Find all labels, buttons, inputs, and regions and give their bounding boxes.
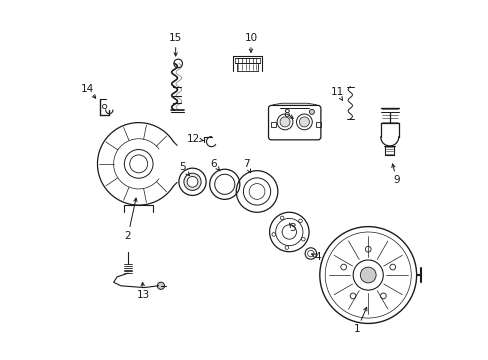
Text: 15: 15 [169,33,182,43]
Text: 10: 10 [244,33,257,43]
Circle shape [298,219,302,222]
Text: 3: 3 [289,224,296,233]
Circle shape [389,264,395,270]
Text: 14: 14 [81,84,94,94]
Bar [316,122,320,127]
Text: 11: 11 [330,87,343,97]
Text: 6: 6 [210,159,217,169]
Circle shape [349,293,355,299]
Text: 2: 2 [124,231,131,240]
Circle shape [360,267,375,283]
Circle shape [340,264,346,270]
Circle shape [301,237,305,241]
Circle shape [380,293,386,299]
Circle shape [309,109,314,114]
Text: 13: 13 [137,291,150,301]
Text: 9: 9 [393,175,399,185]
Circle shape [285,246,288,249]
Circle shape [299,117,309,127]
Circle shape [280,117,289,127]
Bar [271,122,275,127]
Circle shape [187,176,198,187]
Circle shape [157,282,164,289]
Text: 12: 12 [186,134,200,144]
Text: 8: 8 [283,109,289,119]
Circle shape [271,233,275,236]
Circle shape [280,216,284,220]
Text: 7: 7 [243,159,249,169]
Circle shape [183,173,201,190]
Text: 1: 1 [353,324,360,334]
Text: 4: 4 [314,252,321,262]
Circle shape [365,246,370,252]
Text: 5: 5 [179,162,186,172]
